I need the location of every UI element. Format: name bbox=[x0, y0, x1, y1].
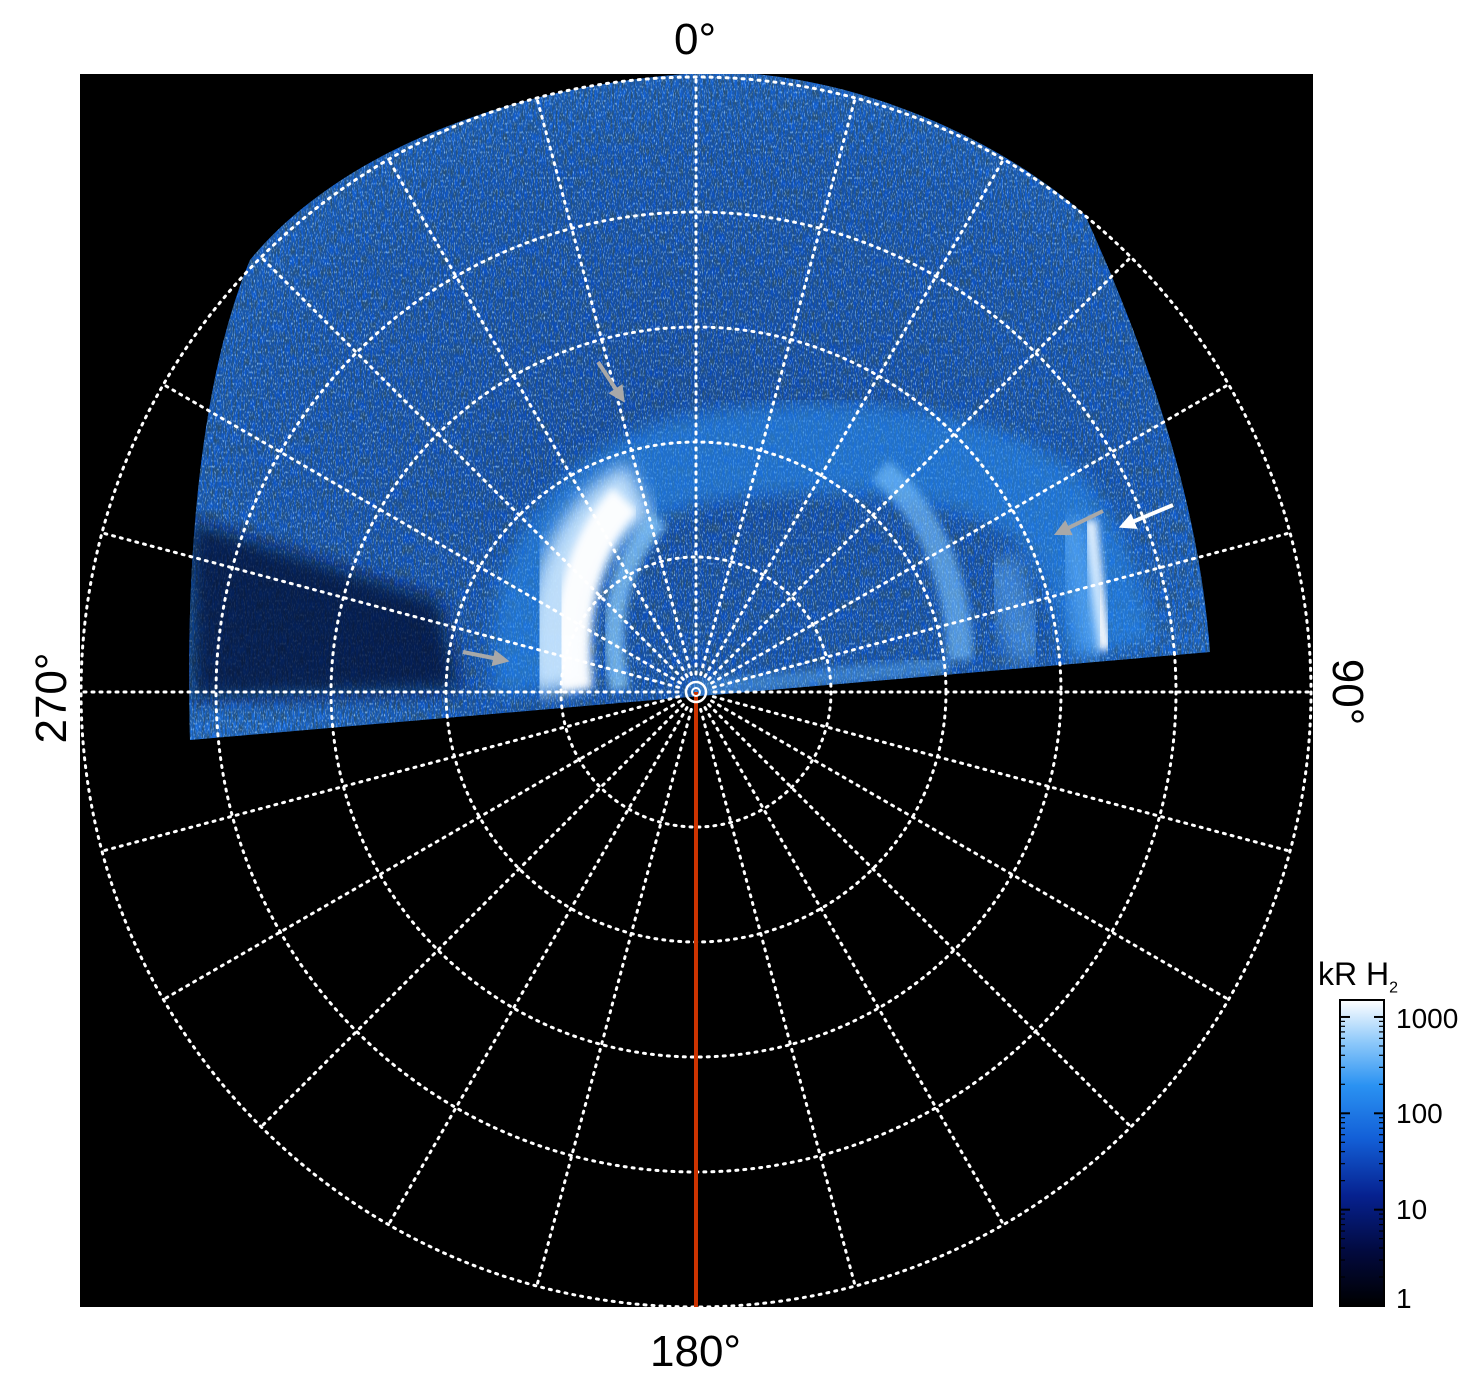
colorbar-ticks bbox=[1340, 1015, 1384, 1307]
longitude-line-120 bbox=[710, 699, 1231, 1001]
colorbar-title: kR H2 bbox=[1318, 958, 1398, 996]
longitude-line-45 bbox=[707, 255, 1133, 681]
gray-arrow-left bbox=[462, 649, 510, 667]
longitude-line-105 bbox=[711, 695, 1292, 853]
colorbar-tick-label-100: 100 bbox=[1396, 1098, 1443, 1129]
gray-arrow-upper-left bbox=[596, 360, 625, 403]
longitude-label-270: 270° bbox=[27, 652, 76, 744]
longitude-label-90: 90° bbox=[1323, 658, 1372, 726]
white-arrow-right bbox=[1118, 503, 1174, 529]
aurora-image bbox=[189, 74, 1211, 740]
longitude-label-0: 0° bbox=[674, 15, 717, 64]
colorbar-tick-label-10: 10 bbox=[1396, 1194, 1428, 1225]
longitude-line-30 bbox=[703, 157, 1005, 678]
longitude-line-240 bbox=[161, 699, 682, 1001]
longitude-line-150 bbox=[703, 706, 1005, 1227]
longitude-line-210 bbox=[387, 706, 689, 1227]
longitude-line-15 bbox=[699, 96, 857, 677]
longitude-line-135 bbox=[707, 703, 1133, 1129]
longitude-line-315 bbox=[259, 255, 685, 681]
colorbar-gradient bbox=[1339, 999, 1385, 1307]
colorbar-title-subscript: 2 bbox=[1389, 979, 1399, 997]
aurora-oval bbox=[491, 403, 1155, 699]
annotation-arrows bbox=[462, 360, 1174, 667]
pole-marker bbox=[684, 680, 708, 704]
latitude-circle-5 bbox=[80, 75, 1313, 1307]
colorbar-tick-label-1000: 1000 bbox=[1396, 1003, 1459, 1034]
longitude-line-285 bbox=[100, 531, 681, 689]
gray-arrow-right bbox=[1053, 509, 1104, 536]
longitude-line-225 bbox=[259, 703, 685, 1129]
longitude-line-195 bbox=[535, 707, 693, 1288]
longitude-line-330 bbox=[387, 157, 689, 678]
longitude-line-165 bbox=[699, 707, 857, 1288]
longitude-line-60 bbox=[710, 383, 1231, 685]
colorbar-title-text: kR H bbox=[1318, 956, 1390, 992]
longitude-line-300 bbox=[161, 383, 682, 685]
longitude-label-180: 180° bbox=[650, 1327, 742, 1376]
latitude-circle-1 bbox=[559, 555, 833, 829]
longitude-line-75 bbox=[711, 531, 1292, 689]
colorbar bbox=[1339, 999, 1385, 1307]
longitude-line-255 bbox=[100, 695, 681, 853]
colorbar-tick-label-1: 1 bbox=[1396, 1283, 1412, 1314]
